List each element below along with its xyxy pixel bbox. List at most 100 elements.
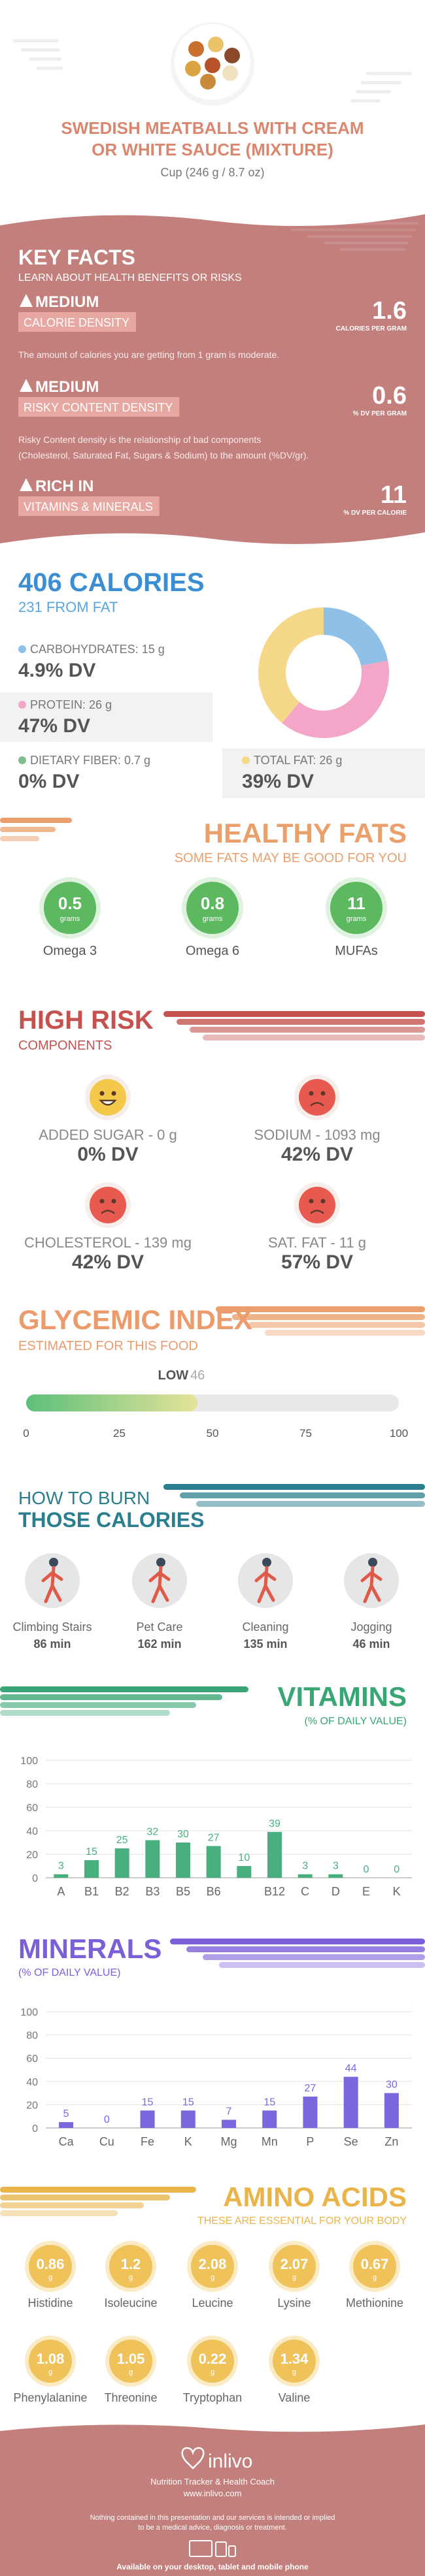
face-eye <box>99 1199 105 1204</box>
amino-circle <box>353 2245 396 2288</box>
nutrient-label: PROTEIN: 26 g <box>30 698 112 711</box>
amino-unit: g <box>292 2368 296 2376</box>
spice-dish <box>205 57 220 73</box>
x-tick-label: A <box>57 1885 65 1898</box>
spice-dish <box>188 41 204 57</box>
bar-value-label: 3 <box>333 1861 339 1872</box>
fact-description: Risky Content density is the relationshi… <box>18 434 261 445</box>
face-mouth <box>310 1102 324 1106</box>
bar-value-label: 15 <box>264 2097 275 2108</box>
x-tick-label: C <box>301 1885 309 1898</box>
decor-stripe <box>216 1306 425 1312</box>
brand-name: inlivo <box>208 2451 252 2472</box>
decor-stripe <box>324 242 409 244</box>
figure-body <box>360 1566 382 1603</box>
level-label: RICH IN <box>35 477 94 495</box>
amino-unit: g <box>129 2274 133 2281</box>
section-subtitle: LEARN ABOUT HEALTH BENEFITS OR RISKS <box>18 272 242 283</box>
decor-stripe <box>248 1322 425 1328</box>
bar-value-label: 3 <box>58 1861 64 1872</box>
bar <box>140 2110 155 2128</box>
bar-value-label: 25 <box>116 1835 128 1846</box>
bar <box>328 1874 343 1878</box>
name-box <box>18 397 180 417</box>
y-tick-label: 40 <box>26 1826 38 1837</box>
bar <box>145 1840 160 1878</box>
amino-circle <box>191 2245 234 2288</box>
face-eye <box>111 1091 116 1096</box>
amino-unit: g <box>129 2368 133 2376</box>
decor-stripe <box>190 1027 425 1033</box>
section-title: THOSE CALORIES <box>18 1508 204 1532</box>
amino-name: Methionine <box>346 2296 403 2310</box>
decor-stripe <box>196 1501 425 1507</box>
fact-value: 11 <box>381 481 407 509</box>
section-subtitle: (% OF DAILY VALUE) <box>305 1716 407 1727</box>
gauge-fill <box>26 1394 198 1411</box>
x-tick-label: B5 <box>176 1885 190 1898</box>
fat-unit: grams <box>347 915 367 923</box>
y-tick-label: 80 <box>26 2031 38 2042</box>
y-tick-label: 60 <box>26 1803 38 1814</box>
device-icon <box>228 2545 236 2557</box>
calories-subtitle: 231 FROM FAT <box>18 599 118 615</box>
activity-time: 135 min <box>243 1637 287 1650</box>
amino-unit: g <box>48 2274 52 2281</box>
amino-name: Phenylalanine <box>13 2391 87 2404</box>
activity-time: 162 min <box>137 1637 181 1650</box>
bar <box>180 2110 196 2128</box>
fact-name: RISKY CONTENT DENSITY <box>24 401 173 414</box>
section-subtitle: THESE ARE ESSENTIAL FOR YOUR BODY <box>197 2215 407 2227</box>
decor-stripe <box>170 1939 425 1944</box>
serving-size: Cup (246 g / 8.7 oz) <box>160 166 264 179</box>
risk-dv: 57% DV <box>281 1251 353 1273</box>
amino-name: Lysine <box>277 2296 311 2310</box>
bar-value-label: 0 <box>364 1864 369 1875</box>
decor-stripe <box>180 1492 425 1498</box>
bar <box>114 1848 129 1878</box>
amino-name: Isoleucine <box>104 2296 157 2310</box>
amino-unit: g <box>211 2368 214 2376</box>
amino-unit: g <box>48 2368 52 2376</box>
decor-stripe <box>340 248 405 251</box>
calories-title: 406 CALORIES <box>18 568 205 597</box>
section-title: KEY FACTS <box>18 246 135 269</box>
bar-value-label: 0 <box>394 1864 400 1875</box>
footer-band <box>0 2424 425 2576</box>
bar-value-label: 27 <box>208 1832 220 1843</box>
decor-stripe <box>275 222 418 225</box>
brand-heart <box>181 2447 205 2470</box>
amino-circle <box>273 2340 316 2383</box>
activity-time: 86 min <box>33 1637 71 1650</box>
decor-stripe <box>0 827 56 832</box>
food-title: SWEDISH MEATBALLS WITH CREAM <box>61 118 364 138</box>
figure-head <box>156 1558 165 1567</box>
amino-name: Histidine <box>27 2296 73 2310</box>
face-mouth <box>310 1210 324 1214</box>
gauge-label: LOW <box>158 1368 189 1383</box>
decor-stripe <box>265 1330 425 1336</box>
nutrient-label: TOTAL FAT: 26 g <box>254 754 342 767</box>
fat-value: 0.5 <box>58 894 82 913</box>
y-tick-label: 20 <box>26 2100 38 2111</box>
activity-time: 46 min <box>352 1637 390 1650</box>
level-icon <box>20 294 33 307</box>
amino-circle <box>29 2245 72 2288</box>
amino-unit: g <box>211 2274 214 2281</box>
bar-value-label: 30 <box>386 2080 398 2091</box>
spice-dish <box>208 37 224 52</box>
spice-dish <box>224 48 240 63</box>
bar <box>262 2110 277 2128</box>
bar-value-label: 10 <box>238 1852 250 1863</box>
figure-body <box>254 1566 277 1603</box>
bar-value-label: 3 <box>302 1861 308 1872</box>
section-title: HEALTHY FATS <box>204 818 407 848</box>
section-subtitle: (% OF DAILY VALUE) <box>18 1967 120 1978</box>
risk-dv: 42% DV <box>72 1251 144 1273</box>
decor-stripe <box>37 67 63 70</box>
face-eye <box>111 1199 116 1204</box>
fact-description: The amount of calories you are getting f… <box>18 349 279 360</box>
legend-dot <box>18 756 26 764</box>
amino-name: Leucine <box>192 2296 233 2310</box>
